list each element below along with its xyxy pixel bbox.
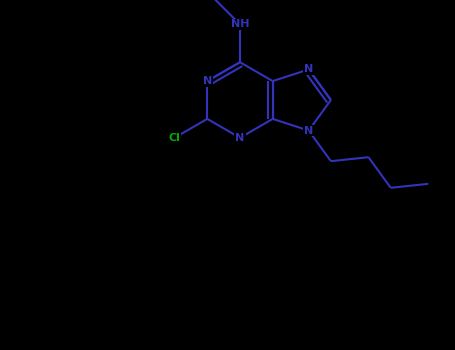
Text: N: N xyxy=(304,64,313,75)
Text: N: N xyxy=(235,133,245,143)
Text: NH: NH xyxy=(231,19,249,29)
Text: N: N xyxy=(202,76,212,86)
Text: N: N xyxy=(304,126,313,135)
Text: Cl: Cl xyxy=(169,133,181,143)
